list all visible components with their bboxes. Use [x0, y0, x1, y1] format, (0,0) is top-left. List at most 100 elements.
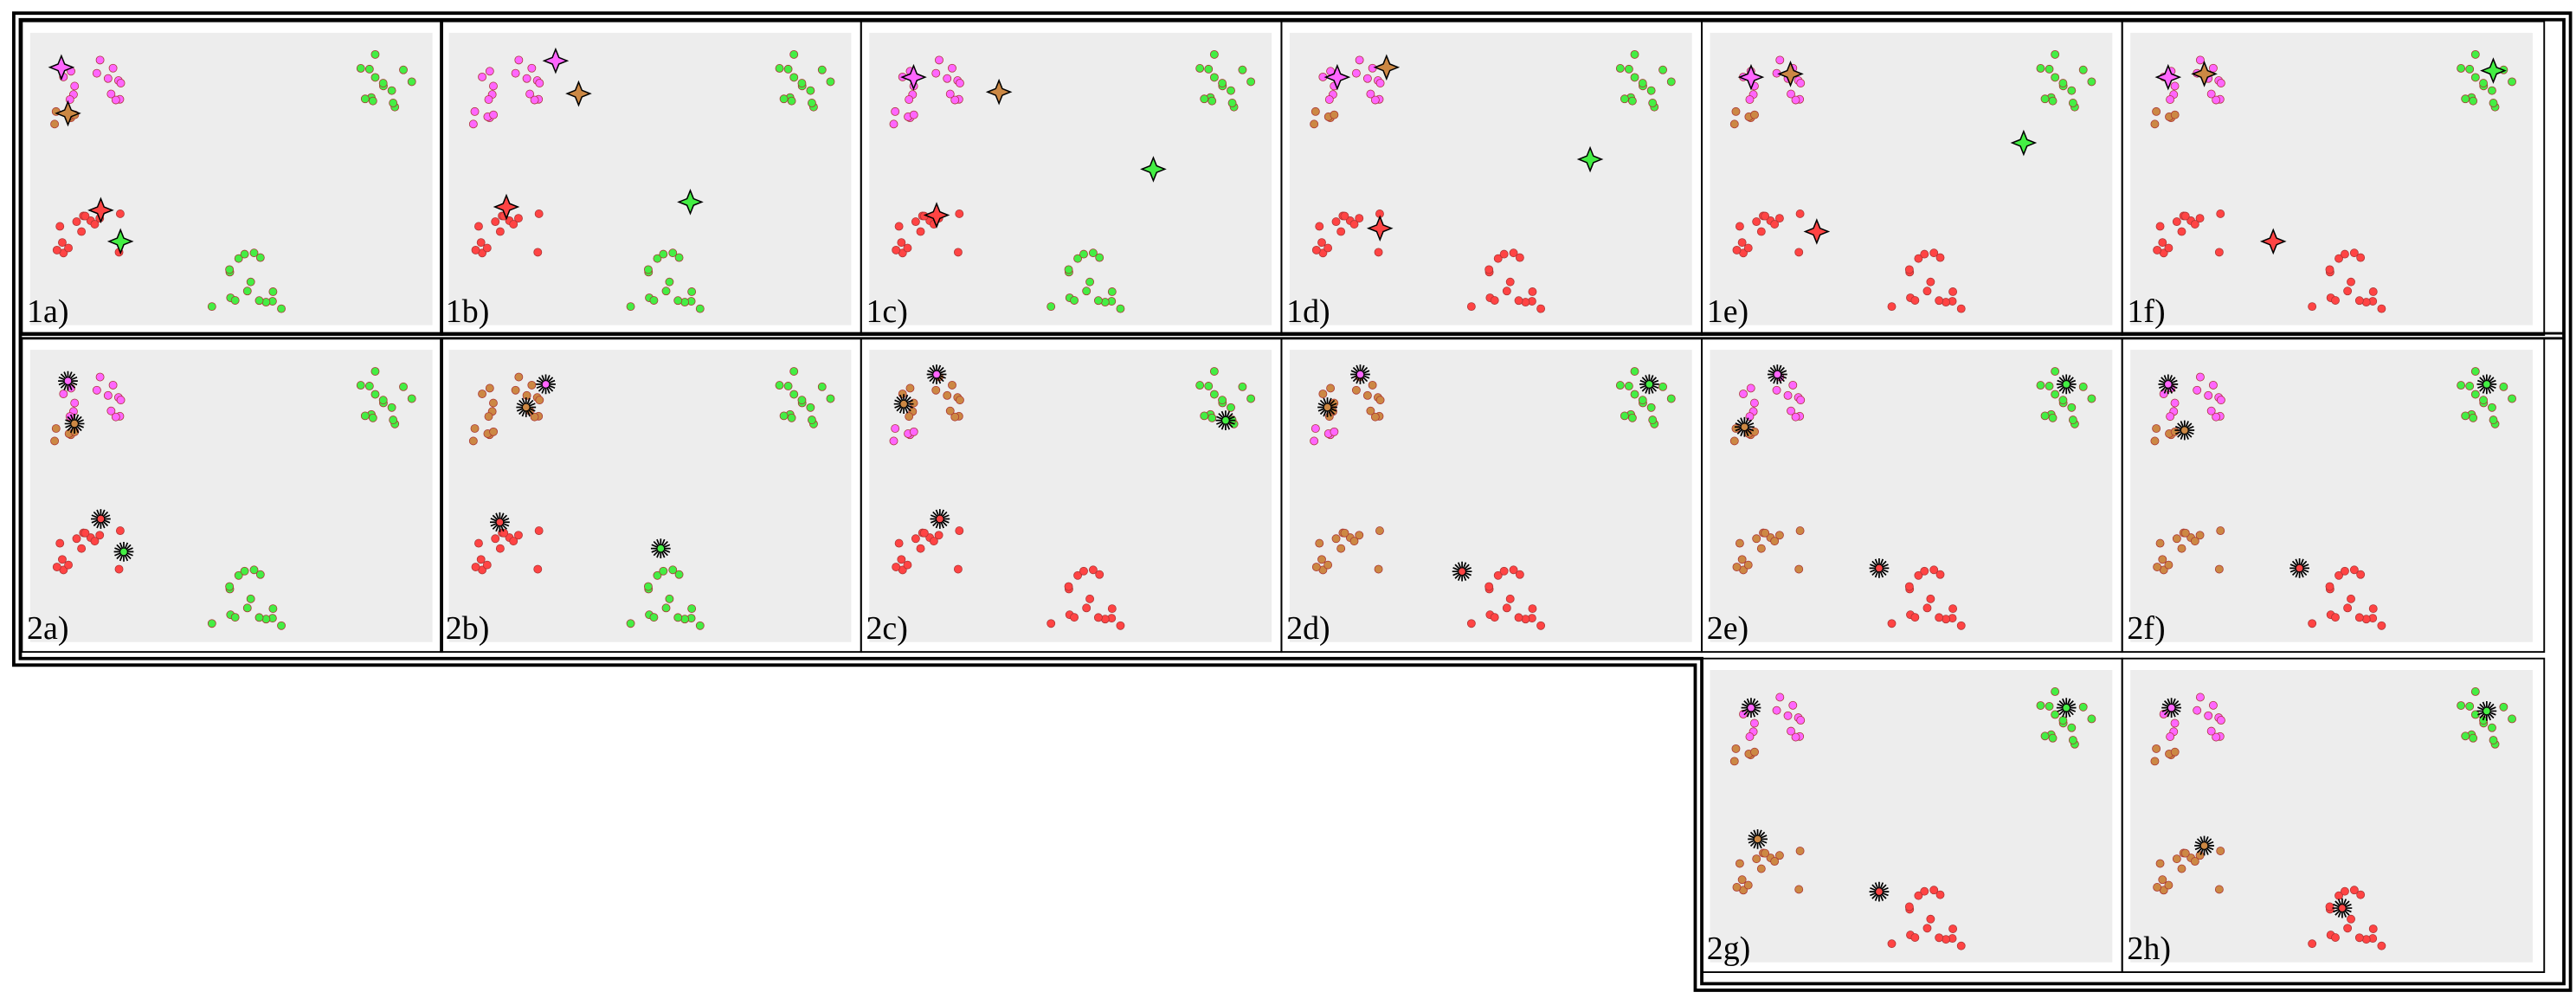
plot-area: [448, 32, 852, 325]
data-point: [468, 436, 478, 446]
data-point: [2170, 110, 2180, 119]
data-point: [1311, 106, 1320, 116]
data-point: [1238, 65, 1247, 74]
data-point: [2508, 714, 2516, 724]
centroid: [493, 193, 520, 221]
data-point: [1920, 249, 1929, 259]
data-point: [2158, 238, 2167, 248]
data-point: [695, 621, 705, 630]
data-point: [1208, 96, 1217, 106]
data-point: [1200, 94, 1209, 104]
data-point: [1088, 565, 1098, 575]
data-point: [80, 211, 90, 221]
data-point: [1795, 209, 1805, 218]
data-point: [2078, 382, 2088, 391]
data-point: [1368, 63, 1377, 73]
data-point: [70, 398, 80, 408]
plot-area: [2130, 32, 2533, 325]
data-point: [2212, 412, 2221, 422]
data-point: [1093, 296, 1103, 306]
data-point: [892, 245, 901, 254]
centroid-core: [1774, 370, 1781, 378]
data-point: [2036, 701, 2045, 710]
data-point: [2051, 710, 2060, 719]
data-point: [2214, 564, 2224, 574]
data-point: [1756, 864, 1766, 873]
data-point: [1739, 710, 1748, 718]
data-point: [807, 416, 816, 425]
data-point: [1466, 302, 1476, 312]
data-point: [254, 296, 264, 306]
data-point: [1218, 396, 1227, 405]
data-point: [525, 89, 535, 99]
centroid-core: [933, 370, 940, 378]
data-point: [92, 68, 101, 78]
data-point: [249, 565, 259, 575]
centroid-core: [2296, 564, 2303, 572]
data-point: [2195, 214, 2205, 223]
data-point: [1331, 217, 1341, 227]
data-point: [1340, 211, 1349, 221]
centroid-core: [120, 548, 127, 556]
data-point: [207, 619, 216, 628]
data-point: [945, 89, 955, 99]
data-point: [2377, 941, 2386, 950]
plot-area: [1710, 670, 2113, 963]
data-point: [2177, 544, 2186, 553]
data-point: [1770, 537, 1780, 546]
data-point: [1732, 245, 1742, 254]
centroid: [106, 228, 134, 255]
data-point: [1796, 716, 1806, 725]
data-point: [789, 390, 799, 399]
data-point: [789, 49, 799, 59]
data-point: [474, 222, 483, 231]
panel-label: 1c): [866, 293, 907, 330]
panel: 2e): [1701, 337, 2123, 654]
data-point: [1737, 555, 1747, 564]
data-point: [1731, 106, 1741, 116]
centroid-core: [1645, 381, 1653, 388]
data-point: [1948, 287, 1958, 296]
data-point: [953, 564, 963, 574]
data-point: [2155, 538, 2165, 548]
data-point: [1336, 544, 1346, 553]
data-point: [797, 79, 807, 87]
data-point: [1330, 427, 1339, 436]
data-point: [1658, 65, 1667, 74]
data-point: [1493, 570, 1503, 580]
data-point: [58, 555, 67, 564]
data-point: [370, 49, 380, 59]
data-point: [1929, 886, 1939, 895]
data-point: [909, 427, 918, 436]
data-point: [1910, 933, 1920, 943]
data-point: [2150, 119, 2160, 129]
data-point: [2331, 613, 2340, 622]
plot-area: [29, 32, 433, 325]
data-point: [673, 296, 683, 306]
data-point: [240, 249, 249, 259]
data-point: [2190, 857, 2199, 866]
data-point: [916, 227, 925, 236]
data-point: [254, 613, 264, 622]
data-point: [2216, 79, 2225, 87]
data-point: [474, 538, 483, 548]
data-point: [116, 79, 126, 87]
panel: 2b): [440, 337, 862, 654]
data-point: [2349, 565, 2359, 575]
data-point: [1064, 582, 1073, 591]
data-point: [905, 95, 914, 104]
data-point: [2470, 73, 2480, 82]
data-point: [360, 411, 370, 421]
data-point: [2216, 209, 2225, 218]
data-point: [1362, 390, 1372, 400]
centroid-core: [2339, 905, 2346, 912]
data-point: [92, 385, 101, 395]
data-point: [495, 544, 505, 553]
data-point: [1082, 287, 1092, 296]
data-point: [1904, 265, 1914, 274]
data-point: [1926, 594, 1935, 603]
data-point: [1646, 403, 1656, 412]
data-point: [1746, 383, 1755, 393]
data-point: [1195, 64, 1205, 73]
data-point: [234, 570, 243, 580]
